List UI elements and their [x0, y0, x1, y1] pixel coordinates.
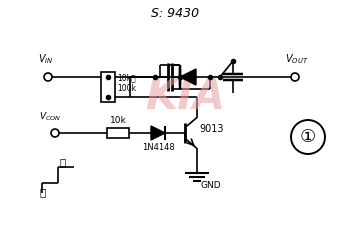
Text: $V_{CON}$: $V_{CON}$: [39, 110, 61, 123]
Text: 关: 关: [40, 187, 46, 197]
Text: $V_{OUT}$: $V_{OUT}$: [285, 52, 309, 66]
Text: GND: GND: [201, 181, 221, 190]
Text: 1N4148: 1N4148: [142, 143, 174, 152]
Text: S: 9430: S: 9430: [151, 7, 199, 20]
Text: ①: ①: [300, 128, 316, 146]
Text: $V_{IN}$: $V_{IN}$: [38, 52, 54, 66]
Text: 10k: 10k: [110, 116, 126, 125]
Text: 开: 开: [60, 157, 66, 167]
Polygon shape: [180, 69, 196, 85]
Text: 9013: 9013: [200, 124, 224, 134]
Polygon shape: [151, 126, 165, 140]
Text: 10k～
100k: 10k～ 100k: [117, 73, 136, 93]
Bar: [101, 72, 115, 102]
Bar: [107, 128, 129, 138]
Text: KIA: KIA: [145, 76, 225, 118]
